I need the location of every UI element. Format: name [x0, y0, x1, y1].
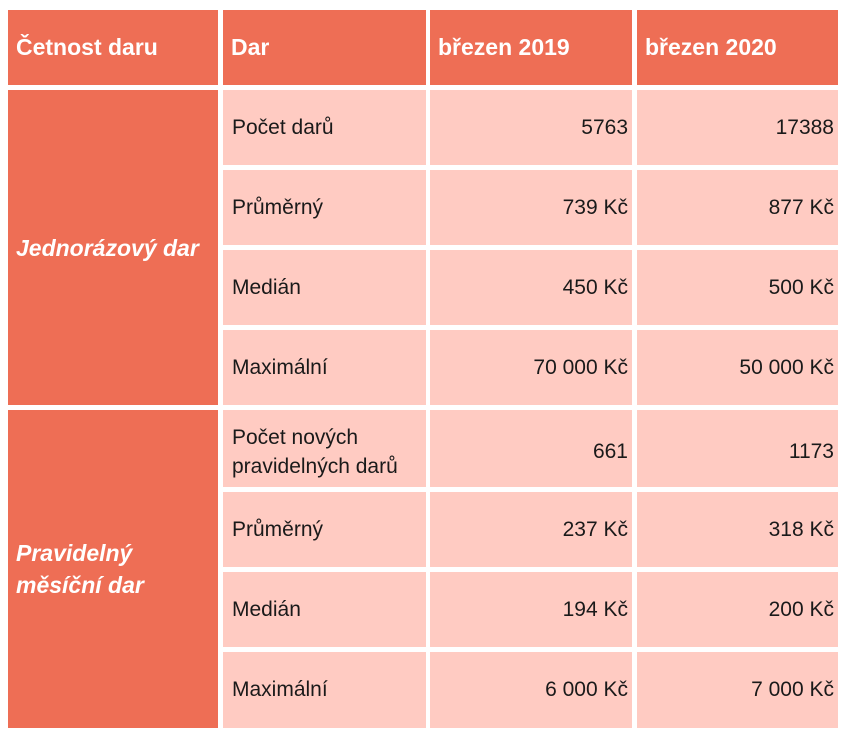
row-label: Medián [223, 250, 426, 325]
row-value-2019: 5763 [430, 90, 632, 165]
header-donation: Dar [223, 10, 426, 85]
row-value-2020: 7 000 Kč [637, 652, 838, 728]
header-frequency: Četnost daru [8, 10, 218, 85]
row-label: Průměrný [223, 170, 426, 245]
row-value-2020: 318 Kč [637, 492, 838, 567]
group-one-time-donation: Jednorázový dar [8, 90, 218, 405]
row-label: Medián [223, 572, 426, 647]
header-march-2019: březen 2019 [430, 10, 632, 85]
row-value-2019: 450 Kč [430, 250, 632, 325]
row-value-2020: 500 Kč [637, 250, 838, 325]
row-label: Počet nových pravidelných darů [223, 410, 426, 487]
row-value-2019: 70 000 Kč [430, 330, 632, 405]
row-label: Průměrný [223, 492, 426, 567]
row-value-2019: 194 Kč [430, 572, 632, 647]
row-value-2019: 6 000 Kč [430, 652, 632, 728]
row-value-2020: 877 Kč [637, 170, 838, 245]
row-value-2020: 1173 [637, 410, 838, 487]
header-march-2020: březen 2020 [637, 10, 838, 85]
row-value-2020: 200 Kč [637, 572, 838, 647]
row-label: Počet darů [223, 90, 426, 165]
row-value-2019: 237 Kč [430, 492, 632, 567]
row-value-2019: 739 Kč [430, 170, 632, 245]
row-label: Maximální [223, 652, 426, 728]
row-value-2019: 661 [430, 410, 632, 487]
row-value-2020: 50 000 Kč [637, 330, 838, 405]
row-value-2020: 17388 [637, 90, 838, 165]
group-monthly-donation: Pravidelný měsíční dar [8, 410, 218, 728]
row-label: Maximální [223, 330, 426, 405]
